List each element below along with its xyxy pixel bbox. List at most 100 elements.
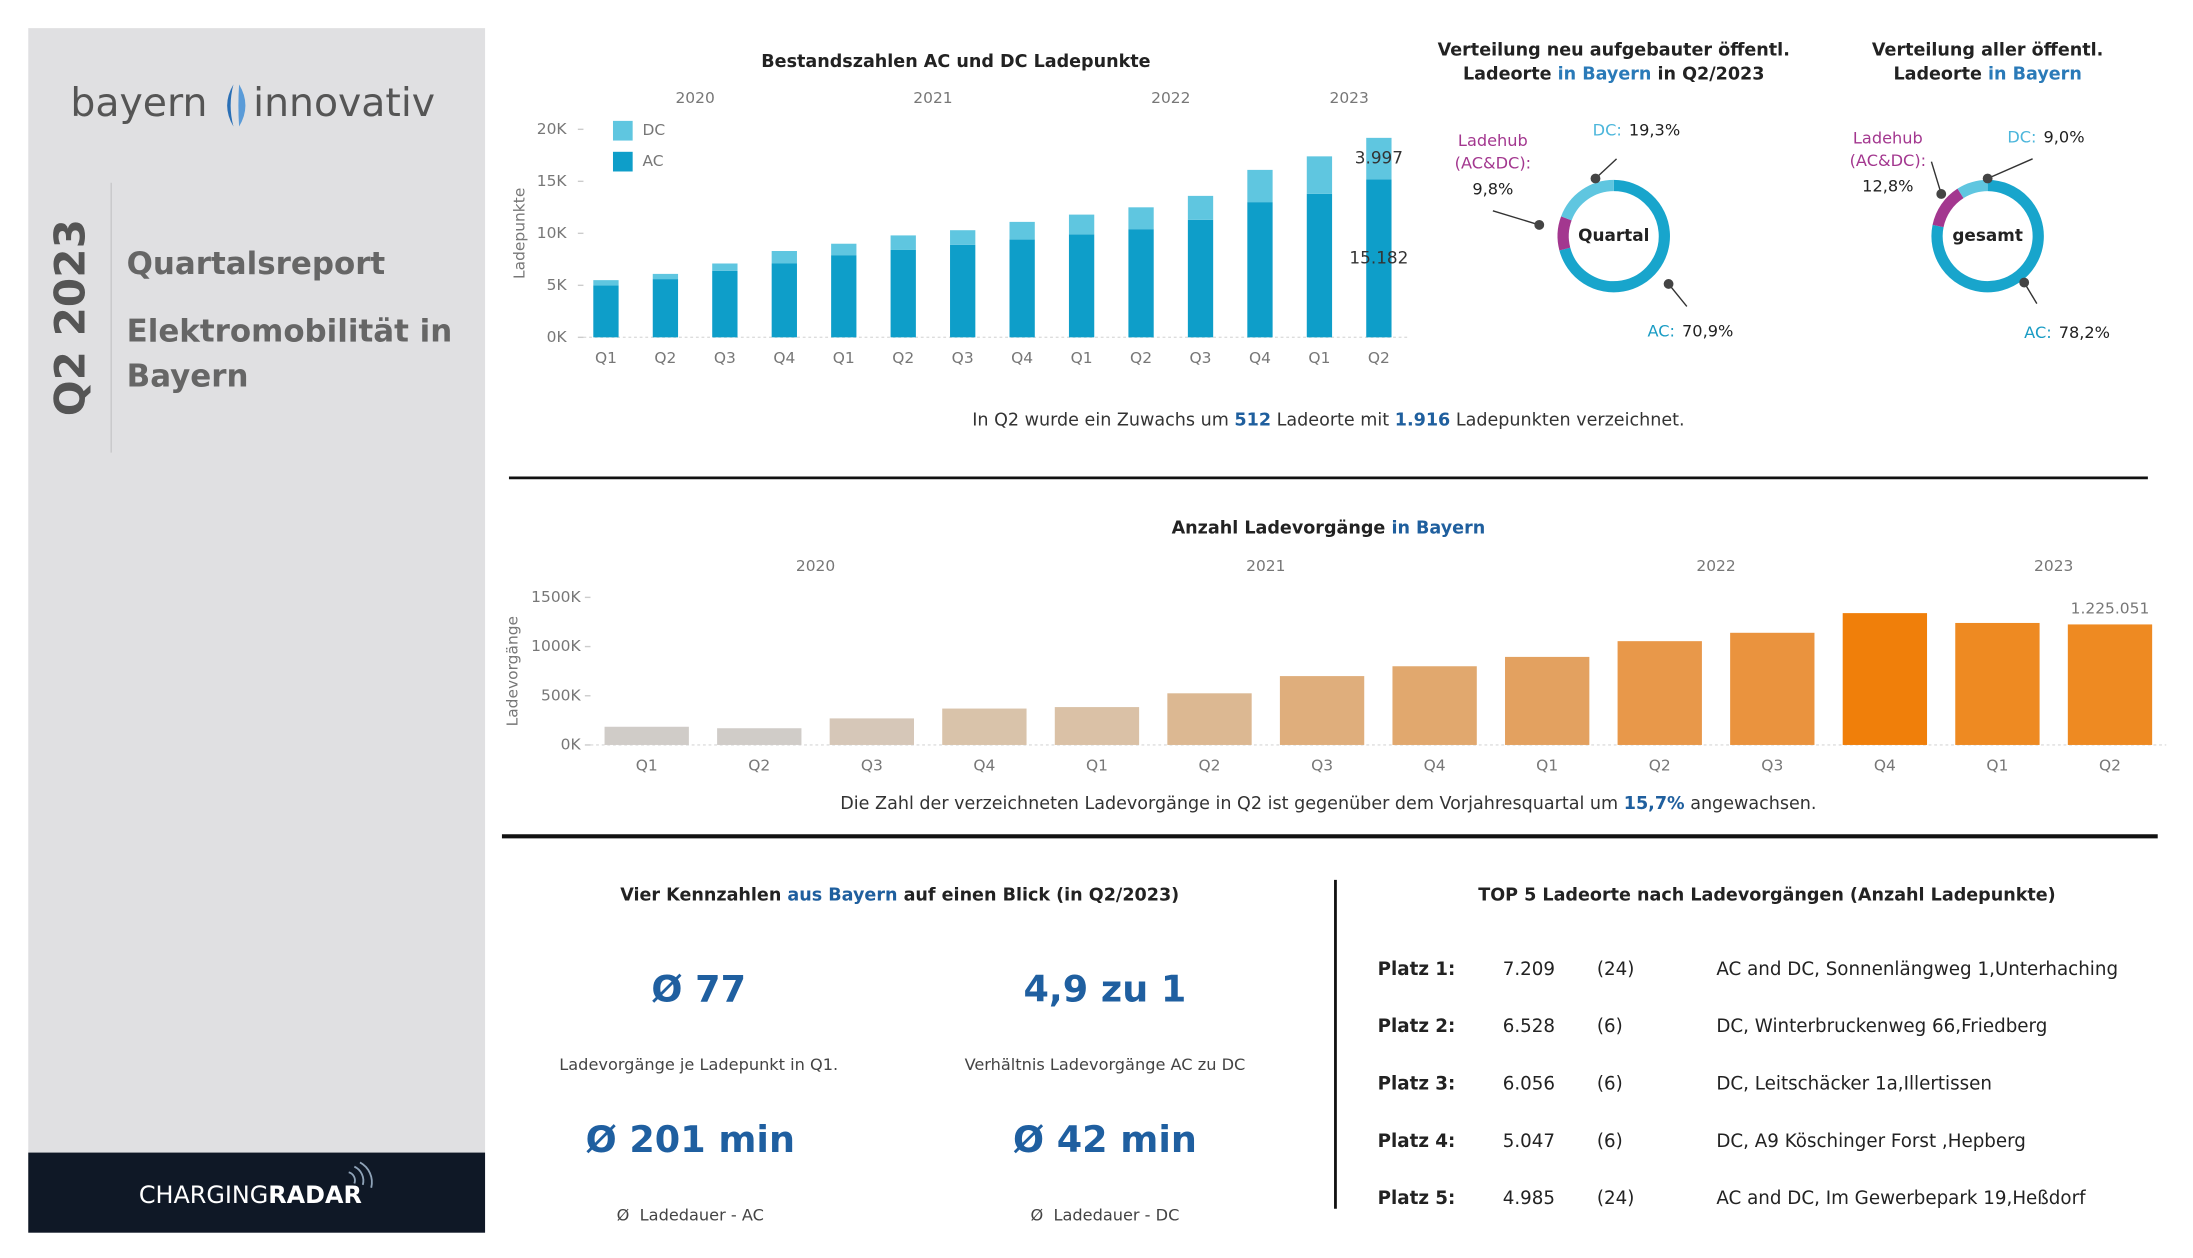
value-label: 19,3% [1629, 120, 1680, 139]
x-tick-label: Q1 [595, 349, 617, 367]
bar-segment [950, 244, 976, 338]
chart-note: Die Zahl der verzeichneten Ladevorgänge … [840, 794, 1816, 814]
leader-line [1492, 210, 1540, 226]
section-title-part: Vier Kennzahlen [620, 885, 787, 905]
chart-title: Bestandszahlen AC und DC Ladepunkte [761, 52, 1150, 72]
table-cell: 4.985 [1503, 1188, 1555, 1209]
leader-dot [1936, 189, 1947, 199]
value-label: 78,2% [2059, 323, 2110, 342]
chart-note-part: Die Zahl der verzeichneten Ladevorgänge … [840, 794, 1623, 814]
report-title: Quartalsreport [127, 246, 386, 282]
year-label: 2023 [1329, 89, 1368, 107]
kpi-label: Ladevorgänge je Ladepunkt in Q1. [559, 1055, 838, 1074]
center-label: Quartal [1578, 225, 1649, 245]
x-tick-label: Q1 [1086, 757, 1108, 775]
y-tick-label: 0K [561, 735, 582, 753]
section-title: TOP 5 Ladeorte nach Ladevorgängen (Anzah… [1478, 885, 2055, 905]
x-tick-label: Q4 [1874, 757, 1896, 775]
kpi-value: Ø 201 min [586, 1118, 795, 1161]
bar-segment [771, 251, 797, 264]
table-cell: Platz 3: [1378, 1074, 1456, 1095]
chart-note-part: 512 [1234, 410, 1271, 430]
radar-waves [348, 1161, 373, 1188]
kpi-value: Ø 77 [651, 967, 746, 1010]
category-label-text: Ladehub (AC&DC): [1849, 127, 1927, 171]
y-tick-label: 1500K [531, 588, 581, 606]
value-label: 12,8% [1862, 176, 1913, 195]
x-tick-label: Q1 [1308, 349, 1330, 367]
chart-title-part: Anzahl Ladevorgänge [1172, 519, 1392, 539]
table-cell: Platz 5: [1378, 1188, 1456, 1209]
leader-line [1930, 161, 1942, 195]
bar [1167, 693, 1252, 745]
kpi-label: Ø Ladedauer - DC [1030, 1205, 1179, 1224]
chart-title-part: Verteilung neu aufgebauter öffentl. [1438, 41, 1790, 61]
logo-mark [227, 84, 234, 127]
chart-note-part: 1.916 [1395, 410, 1451, 430]
bar-segment [1128, 229, 1154, 338]
x-tick-label: Q3 [714, 349, 736, 367]
category-label: AC: [1647, 321, 1675, 340]
bar [717, 728, 802, 745]
x-tick-label: Q2 [654, 349, 676, 367]
chart-title-part: in Q2/2023 [1651, 64, 1764, 84]
segment-label: AC: 70,9% [1647, 321, 1733, 340]
bar-segment [950, 230, 976, 245]
footer-logo: CHARGINGRADAR [139, 1181, 362, 1209]
table-cell: Platz 4: [1378, 1131, 1456, 1152]
category-label-text: Ladehub (AC&DC): [1454, 130, 1532, 173]
bar-segment [1306, 193, 1333, 338]
leader-dot [1982, 173, 1993, 184]
logo-left: bayern [70, 80, 207, 126]
bar-segment [712, 263, 738, 271]
bar-segment [1366, 179, 1392, 338]
value-label: 15.182 [1349, 247, 1408, 267]
x-tick-label: Q2 [1130, 349, 1152, 367]
leader-dot [1663, 279, 1674, 289]
sidebar-footer [28, 1152, 486, 1233]
value-label: 9,0% [2044, 127, 2085, 146]
y-tick-label: 20K [537, 120, 568, 138]
category-label: AC: [2024, 323, 2052, 342]
chart-title: Verteilung aller öffentl. [1872, 41, 2103, 61]
bar [1279, 676, 1365, 745]
bar [604, 726, 689, 745]
legend-swatch [612, 120, 633, 141]
segment-label: DC: 19,3% [1593, 120, 1681, 139]
x-tick-label: Q3 [1190, 349, 1212, 367]
kpi-value: 4,9 zu 1 [1024, 967, 1187, 1010]
center-label: gesamt [1952, 225, 2023, 245]
x-tick-label: Q2 [2099, 757, 2121, 775]
table-cell: Platz 1: [1378, 959, 1456, 980]
y-tick-label: 10K [537, 224, 568, 242]
donut-segment [1561, 179, 1615, 221]
bar-segment [1187, 219, 1214, 338]
bar-segment [652, 273, 679, 280]
bar-segment [890, 235, 916, 250]
chart-note-part: Ladeorte mit [1271, 410, 1395, 430]
x-tick-label: Q1 [1536, 757, 1558, 775]
y-axis-label: Ladevorgänge [504, 616, 522, 726]
chart-title-part: in Bayern [1391, 519, 1485, 539]
table-cell: DC, A9 Köschinger Forst ,Hepberg [1716, 1131, 2026, 1152]
donut-segment [1931, 179, 2044, 293]
bar-segment [1068, 214, 1095, 235]
table-cell: (6) [1597, 1074, 1623, 1095]
category-label: DC: [2007, 127, 2036, 146]
footer-logo-part: CHARGING [139, 1181, 268, 1209]
x-tick-label: Q2 [892, 349, 914, 367]
donut-segment [1559, 179, 1670, 293]
x-tick-label: Q3 [861, 757, 883, 775]
chart-title: Ladeorte in Bayern [1893, 64, 2081, 84]
leader-dot [1534, 219, 1545, 230]
bar-segment [831, 243, 857, 256]
x-tick-label: Q4 [1011, 349, 1033, 367]
x-tick-label: Q4 [773, 349, 795, 367]
table-cell: 7.209 [1503, 959, 1555, 980]
bar-segment [1128, 207, 1154, 230]
bar-segment [652, 279, 679, 338]
y-axis-label: Ladepunkte [511, 188, 529, 279]
table-cell: 5.047 [1503, 1131, 1555, 1152]
